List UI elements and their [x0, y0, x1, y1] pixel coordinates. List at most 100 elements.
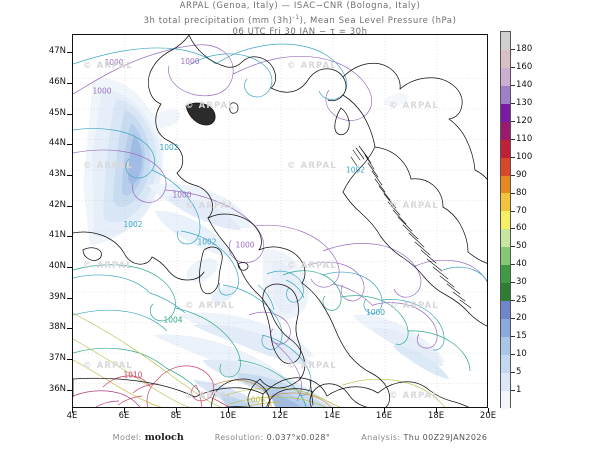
lat-tick-mark — [67, 297, 72, 299]
colorbar-tick-label: 30 — [516, 277, 527, 288]
colorbar-tick-label: 120 — [516, 115, 533, 126]
lon-tick-mark — [384, 408, 385, 413]
precipitation-colorbar[interactable] — [500, 31, 511, 409]
latitude-axis: 47N 46N 45N 44N 43N 42N 41N 40N 39N 38N 37N 36N — [0, 0, 72, 450]
resolution-value: 0.037°x0.028° — [266, 433, 331, 442]
map-canvas: 1000 1000 1000 1002 1000 1002 1000 1002 1004 1000… — [73, 35, 487, 407]
colorbar-tick-label: 5 — [516, 367, 522, 378]
colorbar-tick-label: 40 — [516, 259, 527, 270]
colorbar-tick-mark — [511, 174, 515, 176]
isobar-1010 — [213, 379, 331, 407]
lat-tick-label: 47N — [48, 46, 66, 57]
colorbar-band — [501, 301, 510, 319]
isobar-label: 1002 — [197, 238, 216, 247]
isobar-label: 1000 — [180, 57, 199, 66]
analysis-value: Thu 00Z29JAN2026 — [403, 433, 488, 442]
colorbar-band — [501, 85, 510, 104]
mslp-isobars — [73, 43, 487, 407]
colorbar-tick-mark — [511, 282, 515, 284]
colorbar-band — [501, 319, 510, 337]
isobar-label: 1002 — [123, 220, 142, 229]
colorbar-band — [501, 193, 510, 212]
lat-tick-mark — [67, 175, 72, 176]
lat-tick-label: 43N — [48, 169, 66, 180]
isobar-1006 — [73, 312, 446, 407]
lon-tick-mark — [280, 408, 281, 413]
coastlines-and-borders — [73, 35, 487, 407]
lon-tick-mark — [176, 408, 177, 413]
colorbar-tick-label: 130 — [516, 97, 533, 108]
precipitation-field — [83, 78, 449, 407]
colorbar-tick-label: 140 — [516, 79, 533, 90]
colorbar-tick-mark — [511, 354, 515, 356]
footer-info: Model: moloch Resolution: 0.037°x0.028° … — [0, 432, 600, 443]
lat-tick-mark — [67, 267, 72, 268]
lat-tick-label: 46N — [48, 77, 66, 88]
colorbar-tick-mark — [511, 264, 515, 266]
colorbar-tick-mark — [511, 300, 515, 302]
lon-tick-mark — [436, 408, 437, 413]
model-value: moloch — [144, 432, 184, 443]
lat-tick-mark — [67, 113, 72, 115]
lat-tick-label: 45N — [48, 107, 66, 118]
colorbar-tick-label: 20 — [516, 313, 527, 324]
isobar-label: 1000 — [104, 58, 123, 67]
title-line-variables: 3h total precipitation (mm (3h)-1), Mean… — [0, 12, 600, 27]
isobar-1014 — [73, 390, 141, 407]
lat-tick-label: 36N — [48, 383, 66, 394]
lat-tick-mark — [67, 205, 72, 207]
lat-lon-gridlines — [73, 35, 487, 407]
lat-tick-label: 37N — [48, 352, 66, 363]
isobar-value-labels: 1000 1000 1000 1002 1000 1002 1000 1002 1004 1000… — [92, 57, 385, 405]
colorbar-tick-mark — [511, 228, 515, 230]
analysis-label: Analysis: — [361, 433, 401, 442]
lon-tick-label: 14E — [323, 411, 341, 421]
lat-tick-label: 41N — [48, 230, 66, 241]
colorbar-tick-label: 10 — [516, 349, 527, 360]
lat-tick-label: 39N — [48, 291, 66, 302]
title-precip-exponent: -1 — [292, 14, 300, 21]
colorbar-band — [501, 390, 510, 409]
lat-tick-mark — [67, 359, 72, 360]
analysis-info: Analysis: Thu 00Z29JAN2026 — [361, 433, 487, 442]
isobar-label: 1006 — [246, 396, 265, 405]
colorbar-tick-mark — [511, 336, 515, 338]
colorbar-tick-label: 110 — [516, 133, 533, 144]
lat-tick-label: 42N — [48, 199, 66, 210]
colorbar-tick-mark — [511, 138, 515, 140]
colorbar-tick-label: 90 — [516, 169, 527, 180]
isobar-1008 — [73, 359, 283, 407]
colorbar-band — [501, 211, 510, 230]
colorbar-tick-label: 60 — [516, 223, 527, 234]
colorbar-band — [501, 283, 510, 302]
colorbar-tick-label: 100 — [516, 151, 533, 162]
lon-tick-label: 10E — [219, 411, 237, 421]
lon-tick-mark — [72, 408, 73, 413]
colorbar-tick-mark — [511, 48, 515, 50]
colorbar-band — [501, 139, 510, 158]
lat-tick-label: 38N — [48, 322, 66, 333]
colorbar-band — [501, 103, 510, 122]
colorbar-tick-label: 80 — [516, 187, 527, 198]
lat-tick-mark — [67, 144, 72, 146]
colorbar-tick-label: 50 — [516, 241, 527, 252]
colorbar-tick-mark — [511, 120, 515, 122]
colorbar-band — [501, 67, 510, 86]
isobar-label: 1004 — [163, 316, 182, 325]
isobar-label: 1010 — [123, 371, 142, 380]
lat-tick-mark — [67, 236, 72, 238]
colorbar-tick-mark — [511, 210, 515, 212]
colorbar-band — [501, 157, 510, 176]
colorbar-tick-label: 180 — [516, 43, 533, 54]
colorbar-band — [501, 372, 510, 391]
lat-tick-mark — [67, 389, 72, 391]
colorbar-tick-label: 70 — [516, 205, 527, 216]
lon-tick-label: 4E — [66, 411, 78, 421]
chart-title-block: ARPAL (Genoa, Italy) — ISAC−CNR (Bologna… — [0, 1, 600, 38]
lon-tick-label: 6E — [118, 411, 130, 421]
isobar-label: 1002 — [346, 166, 365, 175]
isobar-1002 — [73, 43, 487, 396]
model-label: Model: — [112, 433, 142, 442]
lat-tick-mark — [67, 328, 72, 330]
